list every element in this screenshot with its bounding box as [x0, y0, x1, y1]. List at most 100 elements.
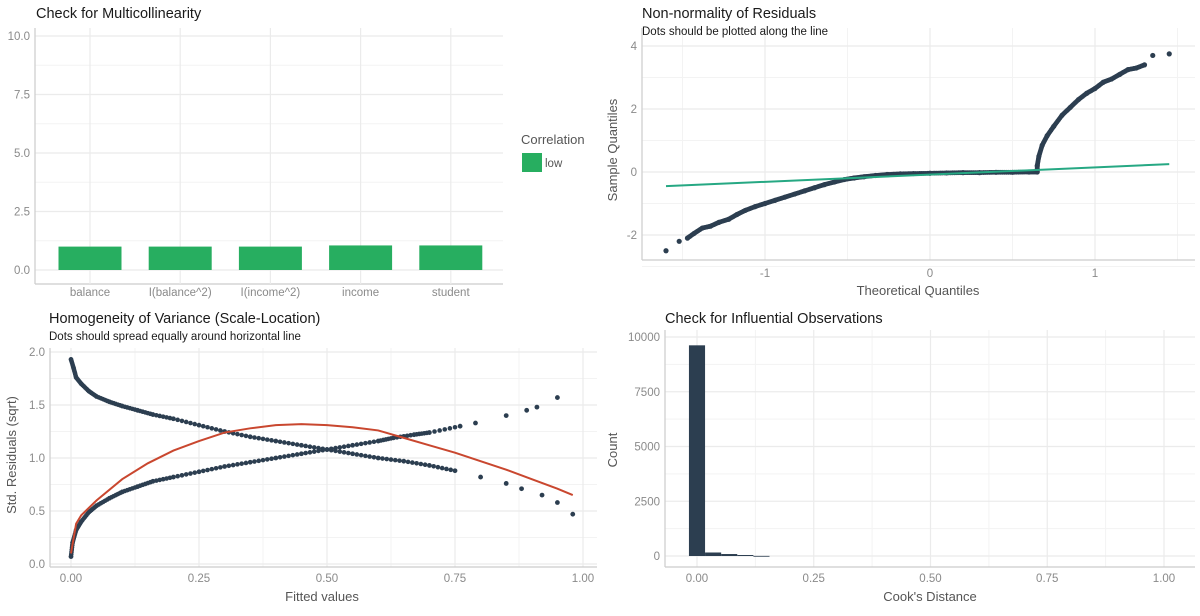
upper-residual-point [264, 437, 270, 442]
upper-residual-point [299, 442, 304, 448]
lower-residual-point [367, 440, 372, 445]
chart-title: Homogeneity of Variance (Scale-Location) [49, 311, 320, 327]
upper-residual-point [192, 421, 198, 427]
upper-residual-point [410, 460, 415, 465]
x-tick-label: income [342, 287, 379, 299]
upper-residual-point [205, 424, 210, 430]
lower-residual-point [432, 429, 437, 434]
lower-residual-point [188, 471, 193, 476]
y-axis-title: Std. Residuals (sqrt) [4, 396, 19, 514]
x-tick-label: 0.25 [188, 573, 210, 585]
upper-residual-point [188, 420, 193, 426]
y-axis-title: Sample Quantiles [605, 98, 620, 201]
lower-residual-point [404, 433, 410, 439]
upper-residual-point [388, 457, 394, 462]
lower-residual-point [171, 474, 176, 480]
x-axis-title: Fitted values [285, 589, 359, 604]
upper-residual-point [200, 423, 206, 429]
y-axis-title: Count [605, 432, 620, 467]
lower-residual-point [303, 450, 308, 456]
upper-residual-point [218, 428, 223, 433]
y-tick-label: 0 [654, 551, 660, 563]
upper-residual-point [269, 438, 274, 443]
upper-residual-point [286, 440, 291, 446]
lower-residual-point [290, 452, 296, 458]
upper-residual-point [243, 433, 249, 439]
lower-residual-point [175, 473, 180, 479]
upper-residual-point [171, 416, 176, 422]
upper-residual-point [367, 454, 372, 459]
upper-residual-point [235, 431, 240, 437]
upper-residual-point [157, 413, 163, 419]
upper-residual-point [418, 461, 424, 467]
lower-residual-point [294, 452, 300, 457]
upper-residual-point [303, 443, 308, 449]
x-axis-title: Theoretical Quantiles [857, 283, 980, 298]
upper-residual-point [363, 453, 368, 459]
y-tick-label: 1.0 [29, 453, 45, 465]
lower-residual-point [473, 420, 478, 426]
lower-residual-point [534, 404, 540, 410]
lower-residual-point [179, 473, 185, 478]
y-tick-label: 0 [631, 167, 637, 179]
lower-residual-point [213, 465, 219, 471]
lower-residual-point [160, 476, 166, 482]
lower-residual-point [277, 454, 283, 460]
upper-residual-point [350, 451, 355, 457]
upper-residual-point [452, 468, 458, 474]
upper-residual-point [478, 474, 483, 480]
upper-residual-point [256, 435, 262, 441]
histogram-bar [737, 555, 754, 556]
y-tick-label: 2.0 [29, 347, 45, 359]
y-tick-label: 5.0 [14, 148, 30, 160]
qq-reference-line [665, 163, 1170, 188]
upper-residual-point [290, 441, 296, 447]
lower-residual-point [230, 462, 236, 468]
lower-residual-point [427, 430, 432, 435]
panel-scale-location: 0.0 0.5 1.0 1.5 2.0 0.00 0.25 0.50 0.75 1.00 [29, 347, 597, 585]
upper-residual-point [401, 458, 407, 464]
upper-residual-point [311, 445, 317, 450]
x-tick-label: 1.00 [1153, 573, 1175, 585]
upper-residual-point [164, 415, 169, 420]
lower-residual-point [524, 407, 530, 413]
y-tick-label: 0.0 [29, 559, 45, 571]
x-tick-label: 0.00 [60, 573, 82, 585]
lower-residual-point [333, 445, 338, 451]
upper-residual-point [503, 481, 509, 486]
upper-residual-point [384, 456, 390, 462]
lower-residual-point [503, 413, 509, 418]
lower-residual-point [256, 458, 262, 464]
lower-residual-point [307, 450, 313, 455]
y-tick-label: 2500 [634, 496, 660, 508]
upper-residual-point [196, 422, 202, 428]
x-tick-label: balance [70, 287, 110, 299]
upper-residual-point [422, 462, 428, 468]
upper-residual-point [213, 427, 219, 432]
upper-residual-point [252, 435, 257, 440]
upper-residual-point [337, 449, 343, 454]
upper-residual-point [273, 438, 279, 444]
legend-swatch-low [522, 153, 542, 172]
lower-residual-point [371, 439, 377, 445]
upper-residual-point [175, 417, 180, 423]
lower-residual-point [358, 441, 364, 447]
qq-point [1150, 52, 1156, 59]
lower-residual-point [235, 462, 240, 467]
upper-residual-point [392, 457, 398, 463]
upper-residual-point [397, 458, 402, 463]
lower-residual-point [363, 440, 368, 446]
lower-residual-point [341, 444, 347, 449]
upper-residual-point [414, 461, 419, 466]
x-tick-label: 0 [927, 268, 933, 280]
upper-residual-point [570, 511, 576, 517]
lower-residual-point [354, 442, 360, 447]
bar-student [419, 245, 483, 270]
x-tick-label: student [432, 287, 471, 299]
panel-qq-residuals: -2 0 2 4 -1 0 1 [627, 28, 1195, 280]
y-tick-label: 2.5 [14, 207, 30, 219]
x-tick-label: 1.00 [572, 573, 594, 585]
qq-point [676, 238, 682, 244]
y-tick-label: 5000 [634, 442, 660, 454]
